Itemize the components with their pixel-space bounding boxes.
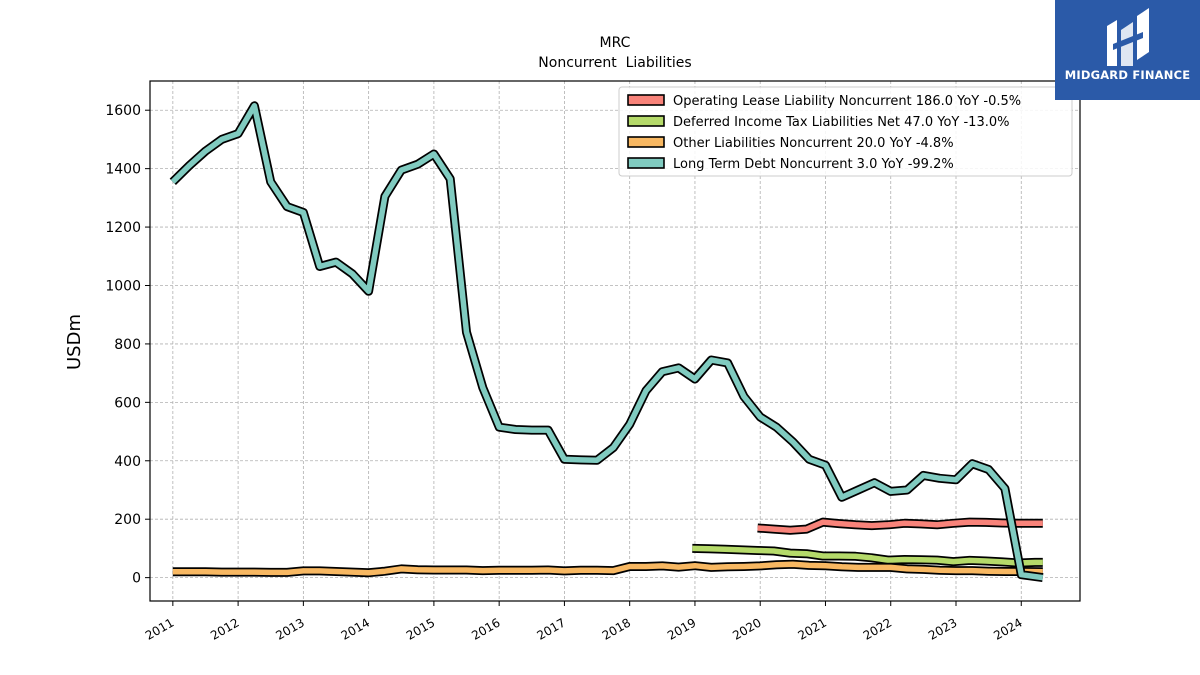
legend-label: Long Term Debt Noncurrent 3.0 YoY -99.2%	[673, 157, 954, 172]
x-tick-label: 2020	[730, 615, 763, 642]
y-tick-label: 1600	[105, 103, 141, 119]
series-line	[170, 103, 1044, 581]
legend-box	[618, 86, 1073, 177]
x-tick-label: 2011	[143, 615, 176, 642]
x-tick-label: 2012	[208, 615, 241, 642]
legend-label: Other Liabilities Noncurrent 20.0 YoY -4…	[673, 136, 954, 151]
series-line	[172, 561, 1043, 576]
brand-logo: MIDGARD FINANCE	[1055, 0, 1200, 100]
legend-swatch	[627, 136, 665, 148]
x-tick-label: 2021	[796, 615, 829, 642]
y-ticks: 0 200 400 600 800 1000 1200 1400 1600	[105, 103, 150, 587]
y-tick-label: 800	[114, 337, 141, 353]
series-lines	[169, 101, 1044, 583]
x-tick-label: 2016	[469, 615, 502, 642]
x-tick-label: 2019	[665, 615, 698, 642]
chart-title: MRC	[600, 35, 631, 51]
plot-frame	[149, 80, 1081, 602]
y-tick-label: 1200	[105, 220, 141, 236]
legend-label: Operating Lease Liability Noncurrent 186…	[673, 94, 1021, 109]
logo-mark-icon	[1107, 8, 1149, 66]
y-tick-label: 200	[114, 512, 141, 528]
legend-label: Deferred Income Tax Liabilities Net 47.0…	[673, 115, 1009, 130]
y-tick-label: 600	[114, 395, 141, 411]
x-tick-label: 2024	[991, 615, 1024, 642]
x-tick-label: 2013	[273, 615, 306, 642]
x-tick-label: 2014	[339, 615, 372, 642]
y-tick-label: 1000	[105, 278, 141, 294]
legend-swatch	[627, 94, 665, 106]
x-tick-label: 2015	[404, 615, 437, 642]
y-axis-label: USDm	[64, 314, 85, 370]
series-line	[757, 519, 1043, 534]
x-tick-label: 2017	[534, 615, 567, 642]
y-tick-label: 0	[132, 571, 141, 587]
legend-swatch	[627, 115, 665, 127]
y-tick-label: 400	[114, 454, 141, 470]
legend-swatch	[627, 157, 665, 169]
y-tick-label: 1400	[105, 162, 141, 178]
x-tick-label: 2018	[600, 615, 633, 642]
chart-subtitle: Noncurrent Liabilities	[538, 55, 691, 71]
x-tick-label: 2023	[926, 615, 959, 642]
legend: Operating Lease Liability Noncurrent 186…	[618, 86, 1073, 177]
logo-wordmark: MIDGARD FINANCE	[1064, 68, 1191, 82]
series-line	[692, 545, 1043, 566]
x-tick-label: 2022	[861, 615, 894, 642]
x-ticks: 2011 2012 2013 2014 2015 2016 2017 2018 2019 2020…	[143, 601, 1025, 643]
